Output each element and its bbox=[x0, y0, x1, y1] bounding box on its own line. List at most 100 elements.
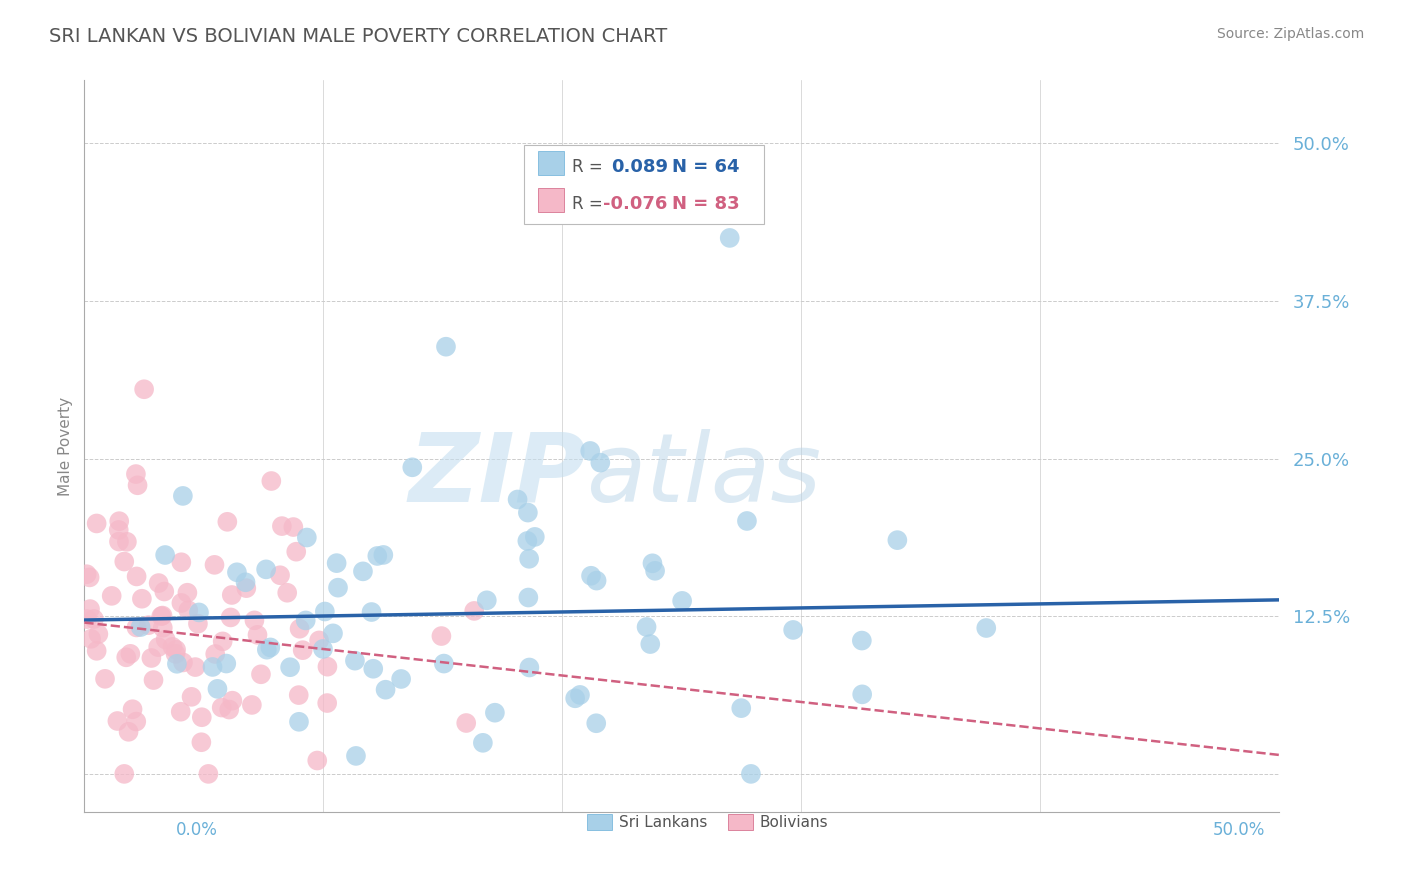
Point bbox=[117, 724, 139, 739]
Point bbox=[94, 672, 117, 686]
Point bbox=[517, 591, 540, 605]
Point bbox=[127, 478, 149, 492]
Point bbox=[374, 682, 396, 697]
Point bbox=[246, 628, 269, 642]
Point bbox=[108, 514, 131, 528]
Point bbox=[294, 614, 316, 628]
Point bbox=[636, 620, 658, 634]
Point bbox=[204, 558, 226, 572]
Point bbox=[162, 640, 184, 654]
Point bbox=[287, 688, 309, 702]
Point bbox=[851, 633, 873, 648]
Point bbox=[235, 581, 257, 595]
Point bbox=[180, 690, 202, 704]
Point bbox=[170, 555, 193, 569]
Point bbox=[218, 702, 240, 716]
Point bbox=[187, 616, 209, 631]
Point bbox=[184, 660, 207, 674]
Point bbox=[79, 570, 101, 584]
Point bbox=[217, 515, 239, 529]
Text: R =: R = bbox=[572, 158, 603, 176]
Text: 50.0%: 50.0% bbox=[1213, 821, 1265, 838]
Text: N = 83: N = 83 bbox=[672, 195, 740, 213]
Point bbox=[260, 474, 283, 488]
Point bbox=[740, 767, 762, 781]
Point bbox=[83, 612, 105, 626]
Point bbox=[79, 602, 101, 616]
Point bbox=[475, 593, 498, 607]
Point bbox=[86, 644, 108, 658]
Point bbox=[373, 548, 395, 562]
Point bbox=[76, 612, 98, 626]
Point bbox=[120, 647, 142, 661]
Point bbox=[112, 767, 135, 781]
Point bbox=[430, 629, 453, 643]
Text: -0.076: -0.076 bbox=[603, 195, 668, 213]
Point bbox=[150, 609, 173, 624]
Point bbox=[641, 557, 664, 571]
Text: R =: R = bbox=[572, 195, 603, 213]
Point bbox=[240, 698, 263, 712]
Point bbox=[344, 748, 367, 763]
Point bbox=[80, 632, 103, 646]
Point bbox=[148, 576, 170, 591]
Point bbox=[177, 603, 200, 617]
Point bbox=[191, 710, 214, 724]
Point bbox=[974, 621, 997, 635]
Point bbox=[360, 605, 382, 619]
Point bbox=[278, 660, 301, 674]
Point bbox=[285, 544, 308, 558]
Point bbox=[295, 531, 318, 545]
Point bbox=[235, 575, 257, 590]
Point bbox=[288, 622, 311, 636]
Point bbox=[221, 588, 243, 602]
Point bbox=[569, 688, 592, 702]
Point bbox=[519, 660, 541, 674]
Point bbox=[589, 456, 612, 470]
Point bbox=[204, 647, 226, 661]
Point bbox=[326, 581, 349, 595]
Text: 0.0%: 0.0% bbox=[176, 821, 218, 838]
Point bbox=[456, 716, 478, 731]
Point bbox=[170, 705, 193, 719]
Point bbox=[125, 569, 148, 583]
Point bbox=[190, 735, 212, 749]
Point bbox=[585, 716, 607, 731]
Text: 0.089: 0.089 bbox=[612, 158, 669, 176]
Point bbox=[484, 706, 506, 720]
Point bbox=[105, 714, 128, 728]
Point bbox=[197, 767, 219, 781]
Point bbox=[153, 548, 176, 562]
Point bbox=[516, 533, 538, 548]
Point bbox=[269, 568, 291, 582]
Point bbox=[76, 567, 98, 582]
Point bbox=[638, 637, 661, 651]
Point bbox=[325, 556, 347, 570]
Text: N = 64: N = 64 bbox=[672, 158, 740, 176]
Point bbox=[176, 585, 198, 599]
Point bbox=[361, 662, 384, 676]
Point bbox=[312, 642, 335, 657]
Point bbox=[112, 555, 135, 569]
Point bbox=[131, 591, 153, 606]
Point bbox=[259, 640, 281, 655]
Point bbox=[141, 651, 163, 665]
Point bbox=[644, 564, 666, 578]
Point bbox=[166, 657, 188, 671]
Point bbox=[121, 702, 143, 716]
Point bbox=[291, 643, 314, 657]
Point bbox=[585, 574, 607, 588]
Point bbox=[735, 514, 758, 528]
Point bbox=[283, 520, 305, 534]
Point bbox=[115, 650, 138, 665]
Point bbox=[201, 660, 224, 674]
Point bbox=[886, 533, 908, 548]
Text: atlas: atlas bbox=[586, 429, 821, 522]
Point bbox=[153, 584, 176, 599]
Point bbox=[308, 633, 330, 648]
Point bbox=[506, 492, 529, 507]
Text: Source: ZipAtlas.com: Source: ZipAtlas.com bbox=[1216, 27, 1364, 41]
Point bbox=[165, 647, 187, 661]
Point bbox=[434, 340, 457, 354]
Text: ZIP: ZIP bbox=[408, 429, 586, 522]
